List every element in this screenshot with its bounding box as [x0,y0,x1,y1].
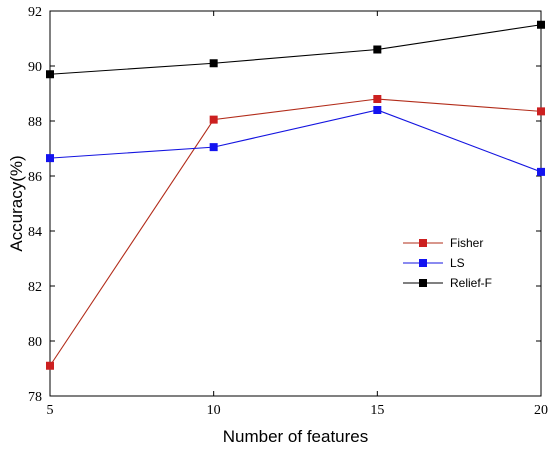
legend-marker [419,259,427,267]
legend-marker [419,279,427,287]
legend-item-ls: LS [403,256,465,270]
data-point-fisher [537,107,545,116]
data-point-relief-f [537,20,545,29]
data-point-fisher [373,95,382,103]
legend-label: LS [450,256,465,270]
y-tick-label: 88 [28,115,42,130]
data-point-relief-f [46,70,54,79]
series-ls [46,106,545,176]
legend-label: Fisher [450,236,483,250]
y-tick-label: 90 [28,60,42,75]
data-point-fisher [209,115,218,124]
data-point-ls [537,167,545,176]
data-point-ls [373,106,382,114]
legend-item-relief-f: Relief-F [403,276,492,290]
y-tick-label: 86 [28,170,42,185]
series-layer [46,20,545,370]
series-relief-f [46,20,545,79]
legend-marker [419,239,427,247]
y-tick-label: 92 [28,5,42,20]
legend: Fisher LS Relief-F [403,236,492,290]
series-fisher [46,95,545,370]
data-point-relief-f [373,45,382,54]
y-tick-label: 80 [28,335,42,350]
x-tick-label: 5 [47,403,54,418]
x-axis-title: Number of features [223,427,369,446]
data-point-fisher [46,361,54,370]
y-tick-label: 84 [28,225,42,240]
legend-item-fisher: Fisher [403,236,483,250]
series-line-relief-f [49,24,542,75]
data-point-relief-f [209,59,218,68]
x-tick-label: 15 [370,403,384,418]
x-tick-label: 10 [207,403,221,418]
legend-label: Relief-F [450,276,492,290]
y-tick-label: 82 [28,280,42,295]
data-point-ls [209,143,218,152]
axis-ticks: 5 10 15 20 78 80 82 84 86 88 90 92 [28,5,548,418]
series-line-fisher [49,98,542,367]
x-tick-label: 20 [534,403,548,418]
y-axis-title: Accuracy(%) [7,155,26,251]
data-point-ls [46,154,54,163]
series-line-ls [49,109,542,173]
plot-frame [49,10,542,397]
y-tick-label: 78 [28,390,42,405]
